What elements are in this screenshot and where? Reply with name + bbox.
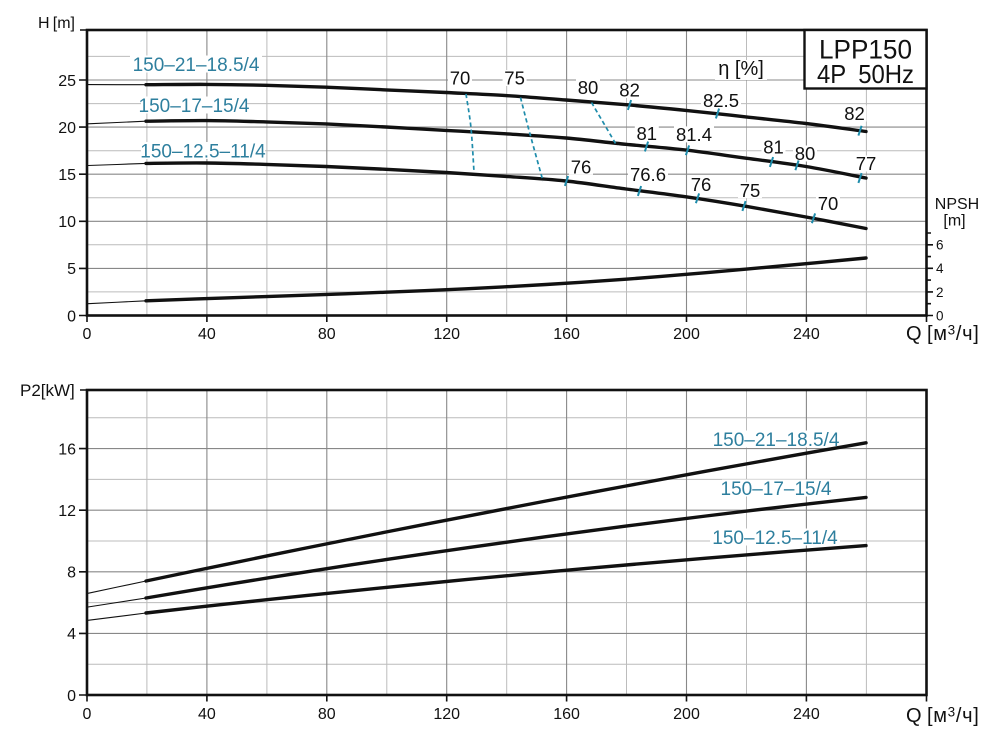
svg-text:150–17–15/4: 150–17–15/4 — [139, 96, 250, 117]
svg-text:70: 70 — [450, 68, 471, 89]
svg-text:H [m]: H [m] — [38, 15, 75, 32]
svg-text:Q [м3/ч]: Q [м3/ч] — [906, 323, 980, 346]
svg-text:70: 70 — [818, 193, 839, 214]
svg-text:160: 160 — [553, 706, 580, 723]
svg-text:6: 6 — [936, 238, 944, 253]
svg-text:75: 75 — [740, 180, 761, 201]
svg-text:η [%]: η [%] — [718, 58, 764, 80]
svg-text:P2[kW]: P2[kW] — [20, 381, 75, 400]
svg-text:81: 81 — [637, 123, 658, 144]
svg-text:0: 0 — [936, 308, 944, 323]
svg-text:4: 4 — [936, 261, 944, 276]
svg-text:81.4: 81.4 — [676, 124, 712, 145]
svg-text:4: 4 — [67, 626, 76, 643]
svg-text:NPSH: NPSH — [935, 196, 979, 213]
svg-text:80: 80 — [795, 143, 816, 164]
svg-text:200: 200 — [673, 706, 700, 723]
svg-text:150–12.5–11/4: 150–12.5–11/4 — [712, 528, 838, 549]
svg-text:0: 0 — [67, 688, 76, 705]
svg-text:5: 5 — [67, 261, 76, 278]
svg-text:77: 77 — [856, 153, 877, 174]
svg-text:240: 240 — [793, 706, 820, 723]
svg-text:81: 81 — [763, 137, 784, 158]
svg-text:82.5: 82.5 — [703, 90, 739, 111]
svg-text:82: 82 — [844, 103, 865, 124]
svg-text:25: 25 — [58, 73, 76, 90]
svg-text:10: 10 — [58, 214, 76, 231]
svg-text:150–12.5–11/4: 150–12.5–11/4 — [140, 141, 266, 162]
svg-text:76: 76 — [691, 174, 712, 195]
svg-text:80: 80 — [318, 706, 336, 723]
svg-text:150–17–15/4: 150–17–15/4 — [721, 479, 832, 500]
svg-text:[m]: [m] — [943, 213, 965, 230]
svg-text:40: 40 — [198, 706, 216, 723]
svg-text:Q [м3/ч]: Q [м3/ч] — [906, 705, 980, 728]
svg-text:0: 0 — [83, 706, 92, 723]
svg-text:20: 20 — [58, 120, 76, 137]
svg-text:200: 200 — [673, 326, 700, 343]
svg-text:120: 120 — [433, 706, 460, 723]
svg-text:2: 2 — [936, 285, 944, 300]
svg-text:75: 75 — [504, 68, 525, 89]
svg-text:160: 160 — [553, 326, 580, 343]
svg-text:4P 50Hz: 4P 50Hz — [817, 59, 914, 89]
svg-text:150–21–18.5/4: 150–21–18.5/4 — [133, 55, 260, 76]
svg-text:150–21–18.5/4: 150–21–18.5/4 — [713, 430, 840, 451]
svg-text:16: 16 — [58, 441, 76, 458]
svg-text:0: 0 — [83, 326, 92, 343]
svg-text:82: 82 — [619, 80, 640, 101]
svg-text:120: 120 — [433, 326, 460, 343]
svg-text:0: 0 — [67, 308, 76, 325]
svg-text:LPP150: LPP150 — [819, 34, 912, 64]
svg-text:76: 76 — [571, 157, 592, 178]
svg-text:15: 15 — [58, 167, 76, 184]
svg-text:40: 40 — [198, 326, 216, 343]
svg-text:80: 80 — [578, 77, 599, 98]
svg-text:80: 80 — [318, 326, 336, 343]
svg-text:76.6: 76.6 — [630, 164, 666, 185]
svg-text:240: 240 — [793, 326, 820, 343]
svg-text:12: 12 — [58, 503, 76, 520]
svg-text:8: 8 — [67, 565, 76, 582]
